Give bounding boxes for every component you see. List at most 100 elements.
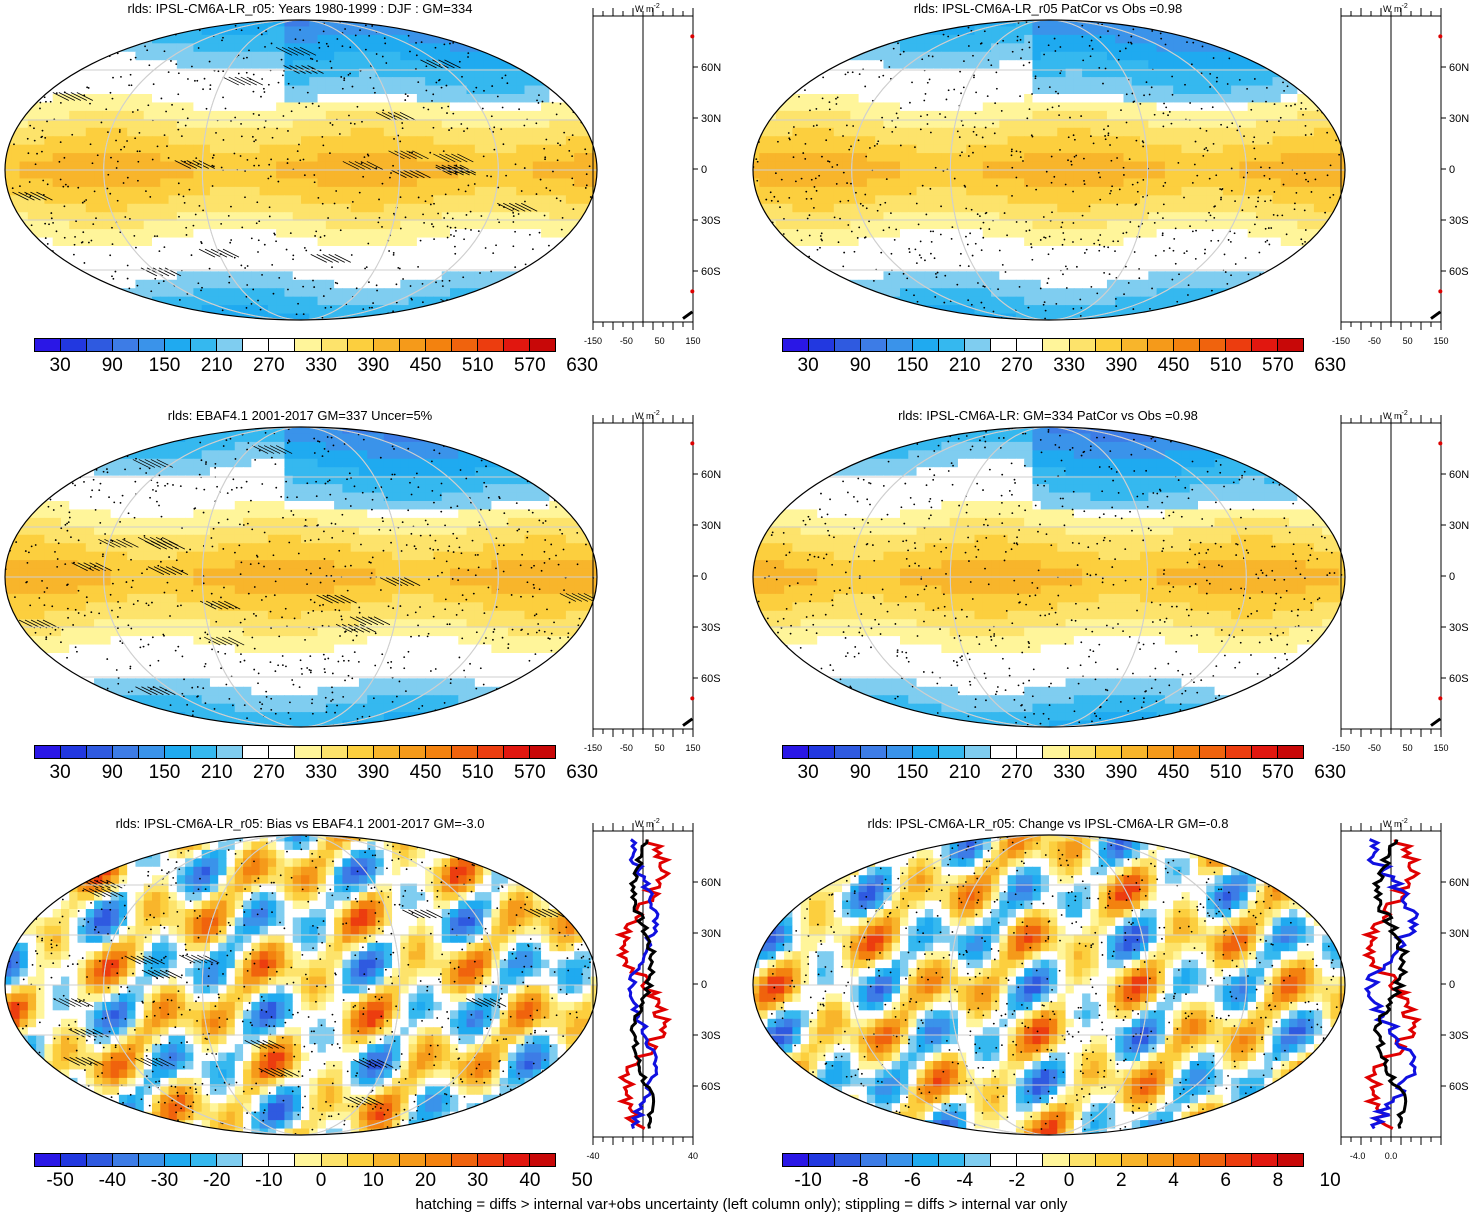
colorbar-swatch [373,339,400,351]
profile-tick-label: 150 [685,336,700,345]
units-label: W m-2 [1383,3,1408,14]
colorbar [782,338,1304,352]
colorbar-swatch [1043,1154,1070,1166]
colorbar-swatch [61,1154,88,1166]
colorbar-swatch [835,1154,862,1166]
colorbar-swatch [191,1154,218,1166]
colorbar-swatch [913,339,940,351]
colorbar-swatch [61,339,88,351]
colorbar-swatch [477,1154,504,1166]
profile-point [690,441,695,446]
colorbar-swatch [1251,746,1278,758]
world-map [4,834,598,1136]
colorbar-tick-label: -50 [46,1170,73,1192]
colorbar-tick-label: 330 [305,355,337,377]
colorbar-swatch [965,746,992,758]
latitude-label: 30N [701,113,721,125]
colorbar-tick-label: -20 [203,1170,230,1192]
zonal-profile-plot: W m-2 60N 30N 0 30S 60S -150 -50 50 150 [584,410,721,752]
colorbar-tick-label: 510 [1210,355,1242,377]
latitude-label: 30N [1449,928,1469,940]
colorbar-swatch [1043,746,1070,758]
colorbar-swatch [425,746,452,758]
colorbar-swatch [503,746,530,758]
colorbar-swatch [1277,339,1303,351]
units-label: W m-2 [635,818,660,829]
colorbar-tick-label: -2 [1008,1170,1025,1192]
profile-tick-label: -50 [1368,743,1381,752]
colorbar-tick-label: 450 [410,355,442,377]
colorbar-swatch [861,746,888,758]
colorbar-tick-label: 510 [1210,762,1242,784]
zonal-profile-plot: W m-2 60N 30N 0 30S 60S -150 -50 50 150 [1332,410,1469,752]
colorbar-swatch [939,339,966,351]
latitude-label: 0 [1449,571,1455,583]
colorbar-swatch [139,1154,166,1166]
profile-tick-label: -150 [584,743,602,752]
profile-tick-label: 50 [1403,743,1413,752]
colorbar-swatch [425,1154,452,1166]
colorbar-tick-label: 390 [357,355,389,377]
profile-point [690,289,695,294]
colorbar-swatch [347,339,374,351]
colorbar-swatch [87,1154,114,1166]
profile-tick-label: 0.0 [1385,1151,1398,1160]
colorbar-tick-label: 570 [1262,762,1294,784]
colorbar-swatch [783,746,810,758]
colorbar-swatch [1121,339,1148,351]
colorbar-tick-label: 30 [798,355,819,377]
colorbar-swatch [991,746,1018,758]
colorbar-tick-label: 630 [566,355,598,377]
zonal-profile-plot: W m-2 60N 30N 0 30S 60S -150 -50 50 150 [1332,3,1469,345]
colorbar-swatch [1199,339,1226,351]
latitude-label: 30N [1449,520,1469,532]
colorbar-swatch [217,1154,244,1166]
colorbar-swatch [295,1154,322,1166]
latitude-label: 60S [701,266,721,278]
units-label: W m-2 [635,3,660,14]
colorbar-tick-label: 150 [897,355,929,377]
latitude-label: 30S [701,1030,721,1042]
colorbar-swatch [217,746,244,758]
colorbar-tick-label: 570 [514,762,546,784]
colorbar-tick-label: -10 [794,1170,821,1192]
latitude-label: 60S [1449,1081,1469,1093]
profile-tick-label: 150 [1433,743,1448,752]
zonal-profile-plot: W m-2 60N 30N 0 30S 60S -150 -50 50 150 [584,3,721,345]
profile-tick-label: -150 [1332,336,1350,345]
colorbar-labels: 30 90 150 210 270 330 390 450 510 570 630 [34,355,598,377]
colorbar-tick-label: 450 [1158,355,1190,377]
profile-tick-label: 150 [685,743,700,752]
panel-title: rlds: IPSL-CM6A-LR_r05: Bias vs EBAF4.1 … [116,816,485,831]
colorbar-tick-label: 50 [572,1170,593,1192]
colorbar-tick-label: 150 [149,762,181,784]
profile-point [1438,441,1443,446]
colorbar-swatch [809,746,836,758]
latitude-label: 30S [1449,1030,1469,1042]
colorbar-tick-label: 30 [467,1170,488,1192]
colorbar-swatch [965,339,992,351]
colorbar-tick-label: -10 [255,1170,282,1192]
colorbar-swatch [835,339,862,351]
colorbar-swatch [61,746,88,758]
latitude-label: 60N [1449,877,1469,889]
colorbar-swatch [913,746,940,758]
colorbar-tick-label: 150 [149,355,181,377]
colorbar-swatch [1043,339,1070,351]
colorbar-swatch [321,1154,348,1166]
latitude-label: 30S [701,622,721,634]
colorbar-swatch [87,746,114,758]
colorbar-swatch [809,1154,836,1166]
zonal-mean-curve [1430,310,1442,320]
colorbar-tick-label: 270 [253,355,285,377]
colorbar-swatch [477,746,504,758]
colorbar-swatch [1199,1154,1226,1166]
colorbar-swatch [399,339,426,351]
colorbar-swatch [35,746,62,758]
colorbar-swatch [835,746,862,758]
panel-title: rlds: IPSL-CM6A-LR: GM=334 PatCor vs Obs… [898,408,1198,423]
colorbar-swatch [887,1154,914,1166]
colorbar-labels: 30 90 150 210 270 330 390 450 510 570 630 [782,762,1346,784]
profile-tick-label: -150 [1332,743,1350,752]
latitude-label: 60S [1449,673,1469,685]
